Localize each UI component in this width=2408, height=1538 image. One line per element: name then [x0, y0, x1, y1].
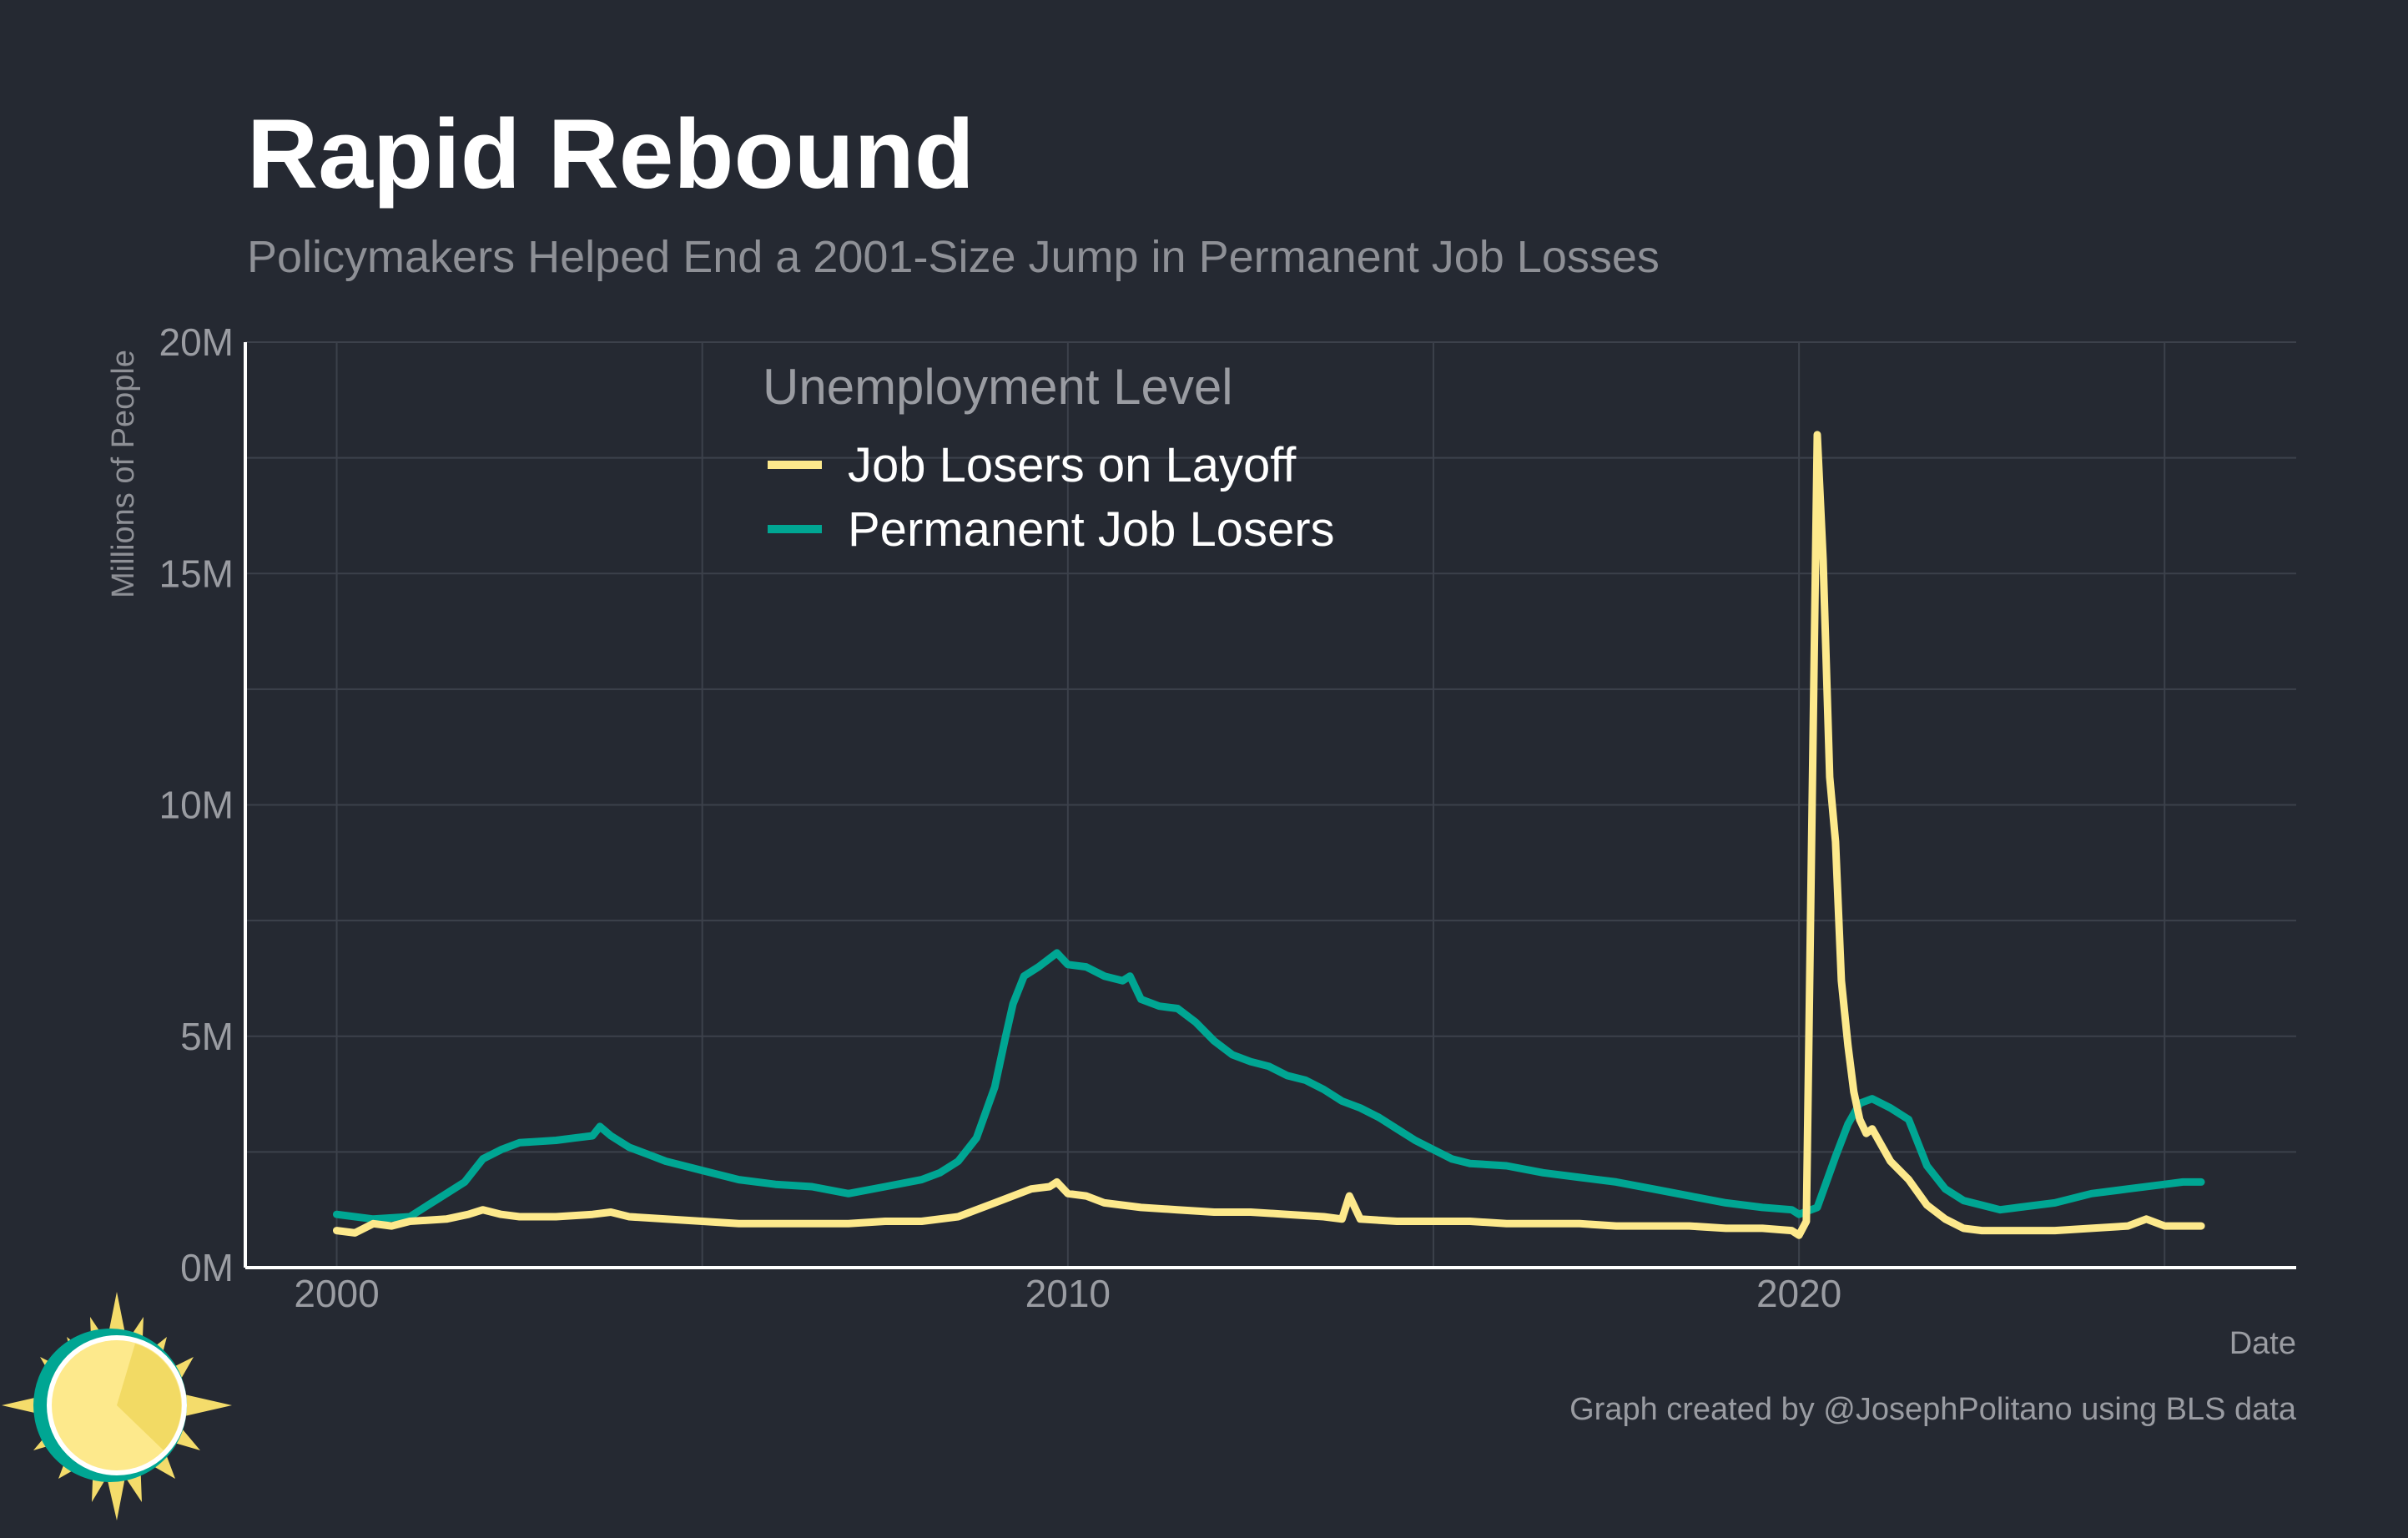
grid-layer	[245, 341, 2296, 1268]
y-tick-label: 5M	[180, 1015, 234, 1058]
axis-layer	[244, 342, 2296, 1269]
y-axis-title: Millions of People	[106, 350, 141, 598]
y-tick-label: 20M	[159, 320, 234, 364]
x-tick-label: 2010	[1025, 1272, 1111, 1315]
x-tick-label: 2020	[1756, 1272, 1841, 1315]
caption: Graph created by @JosephPolitano using B…	[1569, 1392, 2297, 1427]
series-line-layoff	[333, 431, 2205, 1239]
y-tick-label: 15M	[159, 552, 234, 595]
legend-label-permanent: Permanent Job Losers	[848, 502, 1335, 557]
series-line-permanent	[333, 949, 2205, 1223]
y-tick-label: 0M	[180, 1246, 234, 1289]
legend-label-layoff: Job Losers on Layoff	[848, 438, 1297, 492]
legend-title: Unemployment Level	[763, 359, 1233, 415]
x-tick-label: 2000	[294, 1272, 379, 1315]
chart-subtitle: Policymakers Helped End a 2001-Size Jump…	[247, 232, 1660, 282]
sun-logo-icon	[2, 1292, 232, 1520]
tick-label-layer: 0M 5M 10M 15M 20M 2000 2010 2020	[159, 320, 1842, 1315]
y-tick-label: 10M	[159, 784, 234, 827]
chart-title: Rapid Rebound	[247, 99, 975, 209]
legend: Unemployment Level Job Losers on Layoff …	[763, 359, 1335, 557]
x-axis-title: Date	[2229, 1326, 2296, 1361]
series-layer	[333, 431, 2205, 1239]
